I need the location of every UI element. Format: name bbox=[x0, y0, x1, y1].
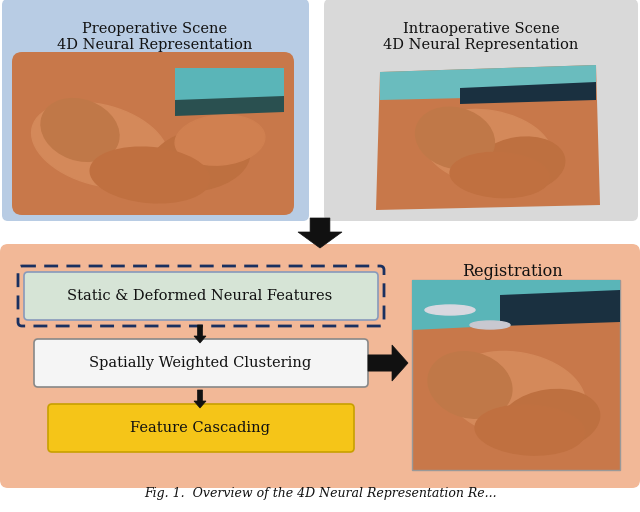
Text: Preoperative Scene: Preoperative Scene bbox=[83, 22, 228, 36]
Polygon shape bbox=[460, 82, 596, 104]
Polygon shape bbox=[368, 345, 408, 381]
FancyBboxPatch shape bbox=[0, 244, 640, 488]
Ellipse shape bbox=[425, 305, 475, 315]
Ellipse shape bbox=[500, 390, 600, 451]
Polygon shape bbox=[298, 218, 342, 248]
Ellipse shape bbox=[175, 115, 265, 165]
Ellipse shape bbox=[476, 137, 564, 193]
Polygon shape bbox=[500, 290, 620, 326]
Text: 4D Neural Representation: 4D Neural Representation bbox=[58, 38, 253, 52]
Text: Static & Deformed Neural Features: Static & Deformed Neural Features bbox=[67, 289, 333, 303]
FancyBboxPatch shape bbox=[2, 0, 309, 221]
Ellipse shape bbox=[475, 405, 585, 455]
FancyBboxPatch shape bbox=[48, 404, 354, 452]
Ellipse shape bbox=[41, 99, 119, 161]
Ellipse shape bbox=[470, 321, 510, 329]
FancyBboxPatch shape bbox=[24, 272, 378, 320]
Text: Fig. 1.  Overview of the 4D Neural Representation Re...: Fig. 1. Overview of the 4D Neural Repres… bbox=[144, 487, 496, 500]
Text: 4D Neural Representation: 4D Neural Representation bbox=[383, 38, 579, 52]
FancyBboxPatch shape bbox=[34, 339, 368, 387]
Polygon shape bbox=[380, 65, 596, 100]
FancyBboxPatch shape bbox=[12, 52, 294, 215]
Ellipse shape bbox=[424, 110, 552, 186]
Polygon shape bbox=[412, 280, 620, 330]
Text: Spatially Weighted Clustering: Spatially Weighted Clustering bbox=[89, 356, 311, 370]
Text: Feature Cascading: Feature Cascading bbox=[130, 421, 270, 435]
Polygon shape bbox=[175, 96, 284, 116]
Ellipse shape bbox=[428, 352, 512, 418]
Polygon shape bbox=[194, 390, 206, 408]
Text: Intraoperative Scene: Intraoperative Scene bbox=[403, 22, 559, 36]
FancyBboxPatch shape bbox=[324, 0, 638, 221]
Ellipse shape bbox=[90, 147, 210, 203]
Ellipse shape bbox=[31, 102, 168, 188]
Polygon shape bbox=[194, 325, 206, 343]
Ellipse shape bbox=[415, 107, 495, 169]
Ellipse shape bbox=[150, 129, 250, 191]
Ellipse shape bbox=[450, 153, 550, 198]
Polygon shape bbox=[175, 68, 284, 108]
FancyBboxPatch shape bbox=[412, 280, 620, 470]
Text: Registration: Registration bbox=[461, 263, 563, 280]
Ellipse shape bbox=[447, 351, 586, 439]
Polygon shape bbox=[376, 65, 600, 210]
